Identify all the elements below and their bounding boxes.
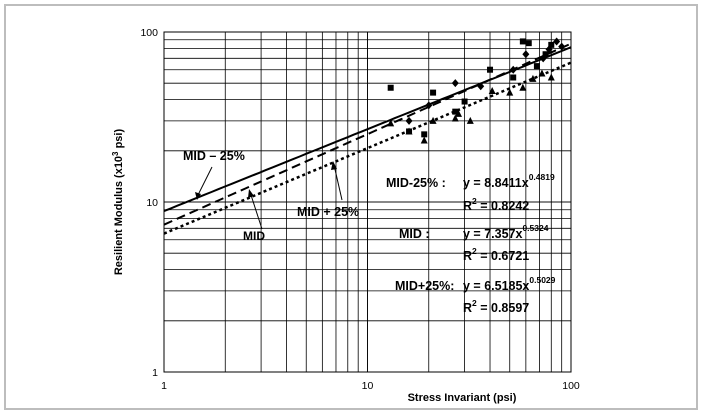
data-point-square [421, 131, 428, 138]
data-point-triangle [538, 69, 546, 77]
data-point-diamond [509, 65, 517, 74]
arrowhead-mid-minus-25 [195, 192, 201, 200]
plot-border [163, 31, 572, 373]
x-tick-label: 1 [161, 380, 167, 392]
data-point-square [510, 74, 517, 81]
tick-labels: 1 10 100 1 10 100 [140, 27, 579, 392]
data-point-square [387, 84, 394, 91]
data-point-square [519, 38, 526, 45]
data-point-triangle [466, 116, 474, 124]
x-tick-label: 10 [362, 380, 374, 392]
chart-frame [4, 4, 698, 410]
data-point-triangle [387, 119, 395, 127]
equation-r2: R2 = 0.8242 [463, 196, 529, 213]
data-point-square [461, 98, 468, 105]
data-point-square [548, 41, 555, 48]
y-tick-label: 1 [152, 367, 158, 379]
arrowhead-mid-plus-25 [331, 161, 337, 170]
data-point-square [525, 40, 532, 47]
y-tick-label: 100 [140, 27, 158, 39]
data-point-diamond [558, 42, 566, 51]
equation-r2: R2 = 0.8597 [463, 298, 529, 315]
data-point-square [487, 66, 494, 73]
data-point-square [430, 89, 437, 96]
equation-formula: y = 6.5185x0.5029 [463, 275, 556, 293]
data-point-diamond [405, 116, 413, 125]
arrow-mid-minus-25 [196, 166, 213, 198]
equation-mid-minus-25: MID-25% : y = 8.8411x0.4819 R2 = 0.8242 [386, 172, 555, 213]
arrow-mid [249, 191, 263, 230]
y-tick-label: 10 [146, 197, 158, 209]
data-point-square [452, 108, 459, 115]
x-axis-label: Stress Invariant (psi) [408, 392, 517, 404]
label-mid: MID [243, 229, 265, 243]
data-point-triangle [420, 136, 428, 144]
equation-label: MID : [399, 227, 430, 241]
x-tick-label: 100 [562, 380, 580, 392]
arrowhead-mid [248, 189, 254, 198]
equation-mid-plus-25: MID+25%: y = 6.5185x0.5029 R2 = 0.8597 [395, 275, 556, 315]
equation-label: MID+25%: [395, 279, 454, 293]
y-axis-label: Resilient Modulus (x103 psi) [111, 129, 125, 276]
data-points [387, 37, 566, 144]
equation-formula: y = 7.357x0.5324 [463, 223, 549, 241]
fit-line [163, 42, 572, 226]
data-point-diamond [553, 37, 561, 46]
data-point-diamond [425, 101, 433, 110]
fit-lines [163, 42, 572, 235]
data-point-diamond [451, 79, 459, 88]
equation-r2: R2 = 0.6721 [463, 246, 529, 263]
equation-label: MID-25% : [386, 176, 446, 190]
arrow-mid-plus-25 [333, 164, 343, 201]
equation-mid: MID : y = 7.357x0.5324 R2 = 0.6721 [399, 223, 549, 263]
data-point-square [542, 51, 549, 58]
data-point-square [533, 63, 540, 70]
data-point-diamond [477, 82, 485, 91]
label-mid-plus-25: MID + 25% [297, 205, 359, 219]
data-point-triangle [429, 116, 437, 124]
data-point-diamond [522, 50, 530, 59]
data-point-triangle [454, 109, 462, 117]
data-point-triangle [488, 86, 496, 94]
data-point-triangle [506, 88, 514, 96]
data-point-triangle [547, 73, 555, 81]
data-point-triangle [519, 83, 527, 91]
data-point-triangle [451, 114, 459, 122]
data-point-triangle [405, 127, 413, 135]
equation-formula: y = 8.8411x0.4819 [463, 172, 555, 190]
label-mid-minus-25: MID – 25% [183, 149, 245, 163]
data-point-triangle [529, 74, 537, 82]
fit-line [163, 61, 572, 235]
